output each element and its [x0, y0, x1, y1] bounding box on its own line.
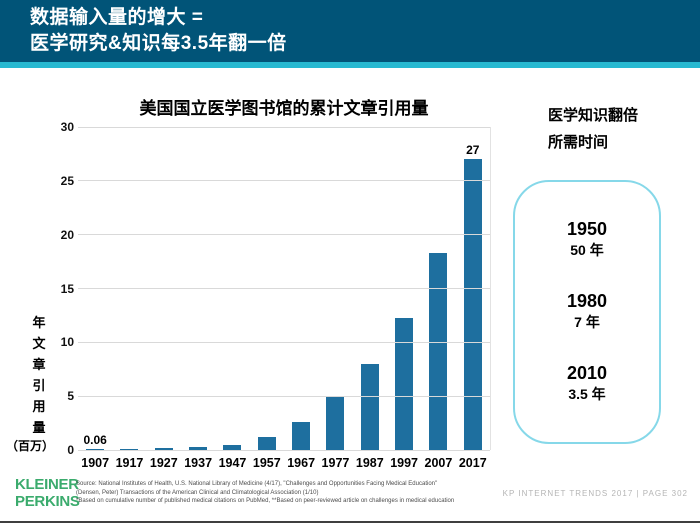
y-tick-label: 20: [60, 227, 74, 242]
source-note: Source: National Institutes of Health, U…: [76, 480, 496, 506]
bar: [326, 396, 345, 450]
x-tick-label: 2017: [458, 456, 487, 470]
x-tick-label: 1927: [149, 456, 178, 470]
side-panel-title-line2: 所需时间: [548, 134, 609, 151]
bar-slot: [112, 127, 146, 450]
doubling-year: 1980: [566, 291, 608, 311]
doubling-entry: 2010 3.5 年: [567, 362, 607, 404]
y-tick-label: 5: [67, 389, 74, 404]
bar: [360, 363, 379, 450]
doubling-time: 50 年: [570, 242, 604, 258]
source-line: Source: National Institutes of Health, U…: [76, 481, 438, 487]
gridline: [78, 234, 490, 236]
logo-line1: KLEINER: [15, 476, 79, 493]
bar-value-label: 27: [466, 143, 480, 158]
bar-slot: [147, 127, 181, 450]
x-axis-labels: 1907 1917 1927 1937 1947 1957 1967 1977 1987 1997…: [78, 456, 490, 470]
gridline: [78, 395, 490, 397]
page-info: KP INTERNET TRENDS 2017 | PAGE 302: [502, 489, 688, 498]
bar: [257, 437, 276, 450]
doubling-time: 7 年: [574, 314, 600, 330]
y-tick-label: 30: [60, 120, 74, 134]
gridline: [78, 449, 490, 451]
y-tick-label: 25: [60, 173, 74, 188]
gridline: [78, 126, 490, 128]
source-line: *Based on cumulative number of published…: [76, 498, 455, 505]
side-panel-title-line1: 医学知识翻倍: [548, 107, 639, 124]
chart-title: 美国国立医学图书馆的累计文章引用量: [139, 99, 429, 118]
gridline: [78, 180, 490, 182]
x-tick-label: 2007: [424, 456, 453, 470]
doubling-time-box: 1950 50 年 1980 7 年 2010 3.5 年: [513, 180, 661, 444]
doubling-year: 2010: [566, 363, 608, 383]
x-tick-label: 1907: [81, 456, 110, 470]
x-tick-label: 1917: [115, 456, 144, 470]
y-axis-unit-label: （百万）: [6, 439, 55, 453]
doubling-time: 3.5 年: [568, 386, 606, 402]
header-title-line1: 数据输入量的增大 =: [30, 7, 204, 28]
y-tick-label: 0: [67, 443, 74, 457]
bar: [395, 317, 414, 450]
x-tick-label: 1977: [321, 456, 350, 470]
bar-slot: [215, 127, 249, 450]
source-line: (Densen, Peter) Transactions of the Amer…: [76, 489, 319, 496]
bar: [120, 448, 139, 450]
bar-slot: [318, 127, 352, 450]
x-tick-label: 1937: [184, 456, 213, 470]
bar: [223, 444, 242, 450]
x-tick-label: 1967: [287, 456, 316, 470]
y-axis-ticks: 30 25 20 15 10 5 0: [40, 120, 74, 457]
x-tick-label: 1987: [355, 456, 384, 470]
bar-value-label: 0.06: [83, 433, 107, 448]
bar-slot: [284, 127, 318, 450]
bar: [292, 422, 311, 450]
doubling-entry: 1980 7 年: [567, 290, 607, 332]
bar: [429, 252, 448, 450]
doubling-entry: 1950 50 年: [567, 218, 607, 260]
bar-slot: [387, 127, 421, 450]
y-tick-label: 15: [60, 281, 74, 296]
y-tick-label: 10: [60, 335, 74, 350]
bar-slot: [421, 127, 455, 450]
header-accent-stripe: [0, 62, 700, 68]
bar-slot: [250, 127, 284, 450]
kleiner-perkins-logo: KLEINER PERKINS: [15, 476, 80, 510]
bar-slot: [181, 127, 215, 450]
x-tick-label: 1957: [252, 456, 281, 470]
bar-slot: [353, 127, 387, 450]
bar-slot: 27: [456, 127, 490, 450]
x-tick-label: 1997: [390, 456, 419, 470]
logo-line2: PERKINS: [15, 492, 80, 510]
x-tick-label: 1947: [218, 456, 247, 470]
bar: [189, 446, 208, 450]
bars-container: 0.06 27: [78, 127, 490, 450]
slide-header: 数据输入量的增大 = 医学研究&知识每3.5年翻一倍: [0, 0, 700, 62]
bar: [154, 447, 173, 450]
bar: [463, 159, 482, 450]
doubling-year: 1950: [566, 219, 608, 239]
y-axis-label: 年文章引用量: [32, 315, 46, 436]
side-panel-title: 医学知识翻倍 所需时间: [548, 102, 698, 156]
plot-area: 0.06 27: [78, 126, 491, 451]
gridline: [78, 288, 490, 289]
header-title-line2: 医学研究&知识每3.5年翻一倍: [30, 33, 287, 54]
gridline: [78, 341, 490, 343]
